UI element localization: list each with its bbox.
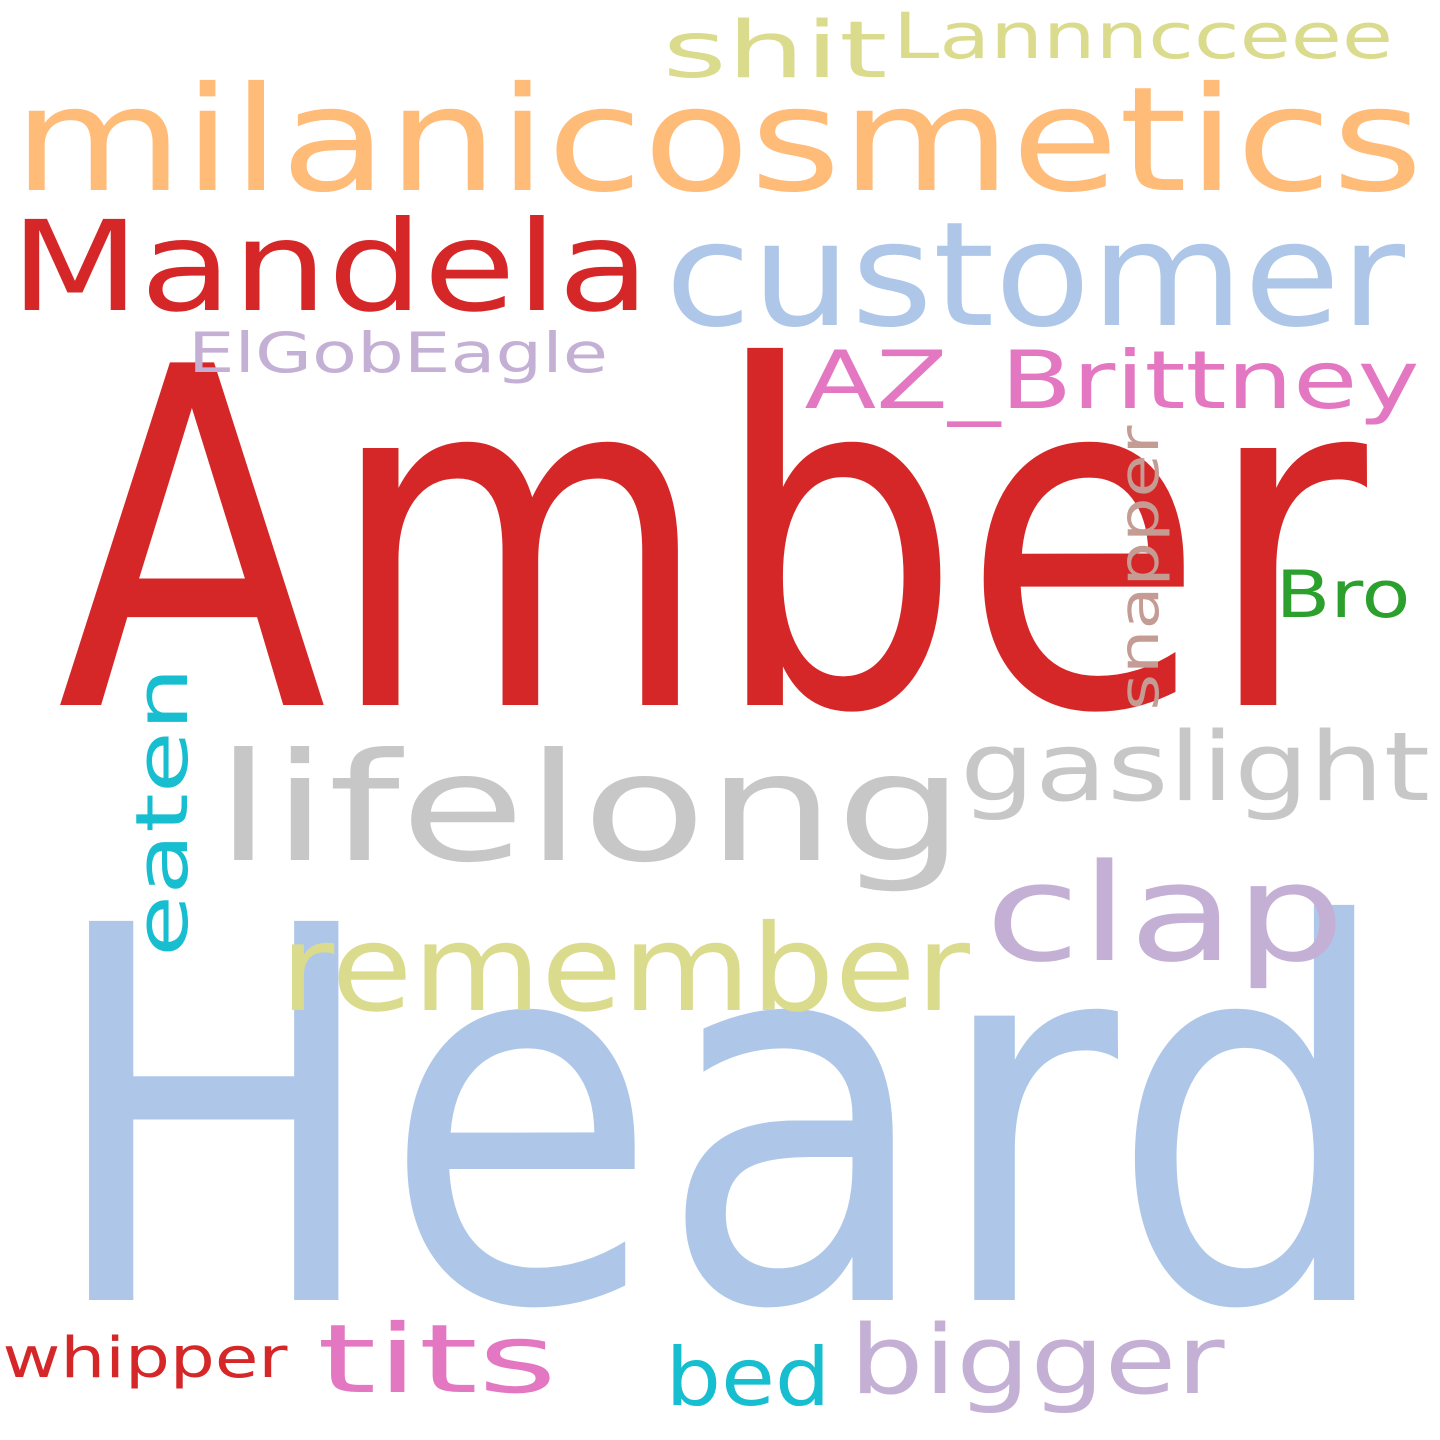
word-mandela: Mandela (10, 195, 650, 340)
word-heard: Heard (45, 817, 1395, 1423)
word-customer: customer (665, 191, 1405, 360)
word-clap: clap (985, 835, 1345, 992)
word-bed: bed (666, 1331, 831, 1424)
word-lannncceee: Lannncceee (893, 0, 1393, 73)
word-eaten: eaten (120, 667, 204, 957)
word-shit: shit (663, 6, 888, 96)
word-amber: Amber (57, 269, 1371, 816)
word-remember: remember (280, 900, 971, 1039)
word-tits: tits (317, 1305, 557, 1415)
word-elgobeagle: ElGobEagle (188, 321, 608, 385)
word-az-brittney: AZ_Brittney (805, 334, 1420, 427)
word-bro: Bro (1276, 558, 1411, 633)
word-bigger: bigger (850, 1306, 1226, 1416)
word-whipper: whipper (3, 1326, 289, 1391)
word-snapper: snapper (1107, 425, 1171, 710)
word-gaslight: gaslight (960, 713, 1430, 823)
word-milanicosmetics: milanicosmetics (13, 56, 1423, 225)
word-lifelong: lifelong (215, 722, 965, 896)
